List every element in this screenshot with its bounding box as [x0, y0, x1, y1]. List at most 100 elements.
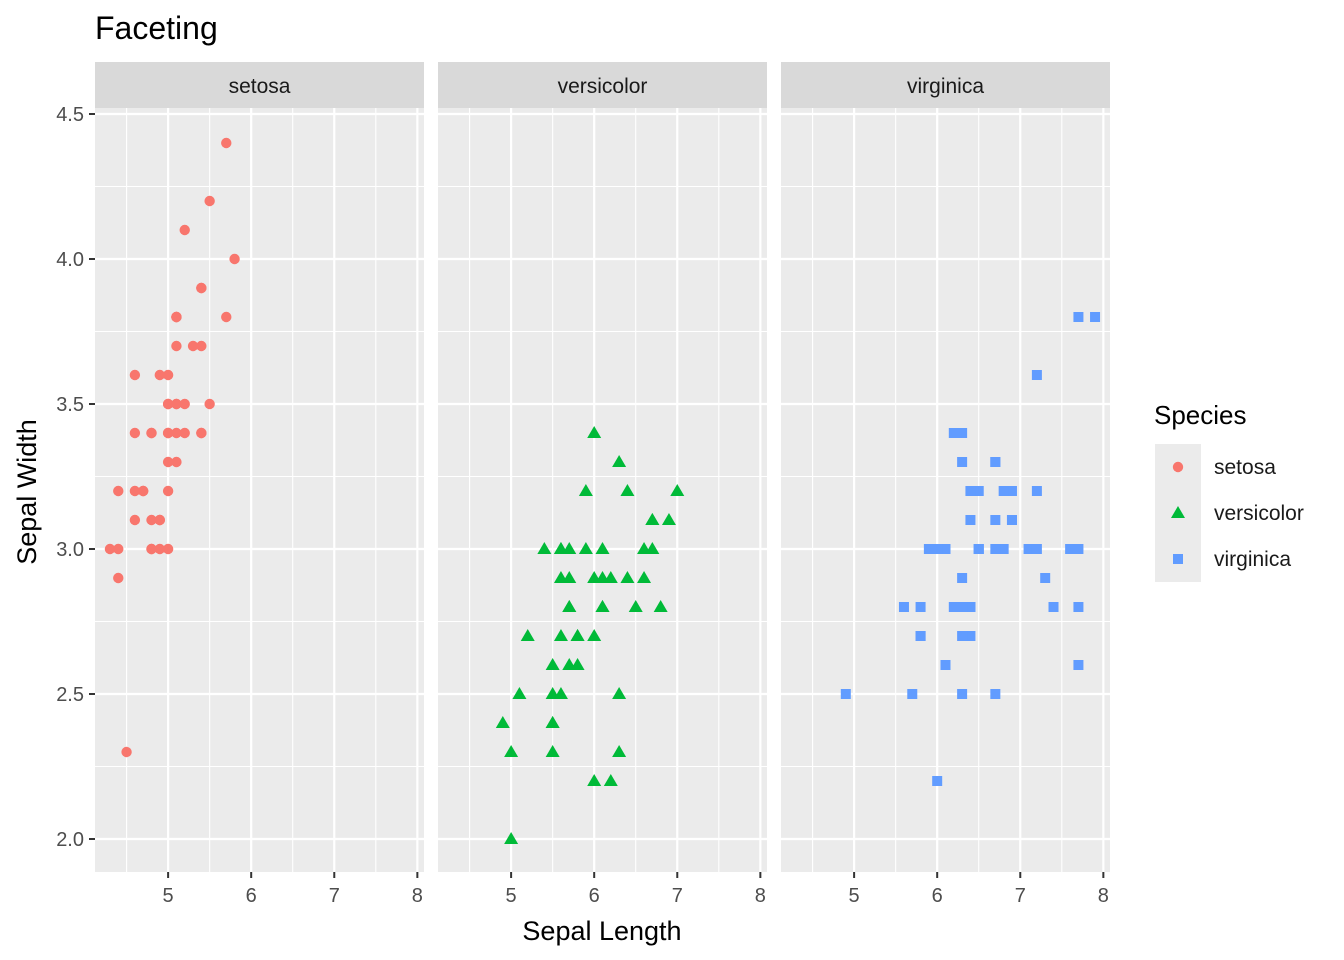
data-point [570, 658, 585, 670]
data-point [957, 689, 968, 699]
data-point [162, 456, 174, 468]
data-point [171, 340, 182, 352]
data-point [129, 485, 141, 497]
data-point [1073, 312, 1084, 322]
data-point [553, 629, 568, 641]
facet-strip-label: virginica [907, 75, 984, 98]
legend-title: Species [1154, 400, 1247, 430]
data-point [595, 600, 610, 612]
x-tick-label: 5 [163, 885, 174, 907]
data-point [520, 629, 535, 641]
facet-panels: setosa 5 6 7 8 versicolor 5 6 7 8 virginica 5 6 7 8 2.0… [56, 62, 1110, 907]
legend-marker [1173, 554, 1183, 564]
data-point [620, 571, 635, 583]
data-point [595, 542, 610, 554]
data-point [129, 427, 141, 439]
data-point [948, 428, 959, 438]
panel-background [95, 108, 424, 872]
legend-label: setosa [1214, 456, 1276, 479]
y-tick-label: 4.0 [56, 249, 84, 271]
data-point [179, 427, 190, 439]
data-point [162, 485, 174, 497]
data-point [537, 542, 552, 554]
data-point [221, 311, 232, 323]
data-point [562, 600, 577, 612]
data-point [1031, 544, 1042, 554]
data-point [504, 745, 519, 757]
data-point [957, 602, 968, 612]
data-point [661, 513, 676, 525]
x-tick-label: 7 [329, 885, 340, 907]
data-point [221, 137, 232, 149]
data-point [645, 513, 660, 525]
data-point [898, 602, 909, 612]
y-tick-label: 2.0 [56, 829, 84, 851]
facet-strip-label: setosa [229, 75, 291, 98]
data-point [990, 515, 1001, 525]
data-point [121, 746, 132, 758]
data-point [512, 687, 527, 699]
panel-background [438, 108, 767, 872]
y-tick-label: 2.5 [56, 684, 84, 706]
data-point [578, 542, 593, 554]
data-point [562, 571, 577, 583]
data-point [570, 629, 585, 641]
data-point [196, 340, 207, 352]
data-point [113, 572, 124, 584]
data-point [907, 689, 918, 699]
y-axis-label: Sepal Width [12, 419, 42, 565]
data-point [495, 716, 510, 728]
data-point [146, 427, 157, 439]
data-point [1031, 370, 1042, 380]
data-point [187, 340, 199, 352]
data-point [645, 542, 660, 554]
data-point [545, 745, 560, 757]
data-point [965, 515, 976, 525]
data-point [957, 428, 968, 438]
data-point [1006, 515, 1017, 525]
x-tick-label: 7 [1015, 885, 1026, 907]
data-point [204, 398, 215, 410]
data-point [545, 687, 560, 699]
data-point [104, 543, 116, 555]
facet-virginica: virginica 5 6 7 8 [781, 62, 1110, 907]
data-point [179, 398, 190, 410]
data-point [612, 455, 627, 467]
x-tick-label: 8 [1098, 885, 1109, 907]
legend: Species setosa versicolor virginica [1154, 400, 1304, 582]
facet-versicolor: versicolor 5 6 7 8 [438, 62, 767, 907]
data-point [932, 776, 943, 786]
chart-title: Faceting [95, 10, 218, 46]
data-point [196, 282, 207, 294]
x-tick-label: 6 [932, 885, 943, 907]
x-tick-label: 5 [506, 885, 517, 907]
data-point [1023, 544, 1034, 554]
data-point [957, 457, 968, 467]
data-point [965, 602, 976, 612]
data-point [932, 544, 943, 554]
data-point [137, 485, 149, 497]
data-point [653, 600, 668, 612]
data-point [923, 544, 934, 554]
facet-strip [438, 62, 767, 108]
panel-background [781, 108, 1110, 872]
x-tick-label: 6 [246, 885, 257, 907]
x-tick-label: 8 [412, 885, 423, 907]
data-point [1090, 312, 1101, 322]
data-point [179, 224, 190, 236]
data-point [162, 427, 174, 439]
data-point [162, 398, 174, 410]
data-point [973, 486, 984, 496]
data-point [965, 486, 976, 496]
data-point [948, 602, 959, 612]
data-point [965, 631, 976, 641]
legend-label: virginica [1214, 548, 1291, 571]
data-point [1073, 602, 1084, 612]
data-point [196, 427, 207, 439]
data-point [146, 543, 157, 555]
data-point [154, 543, 166, 555]
data-point [940, 660, 951, 670]
data-point [204, 195, 215, 207]
y-tick-label: 3.0 [56, 539, 84, 561]
